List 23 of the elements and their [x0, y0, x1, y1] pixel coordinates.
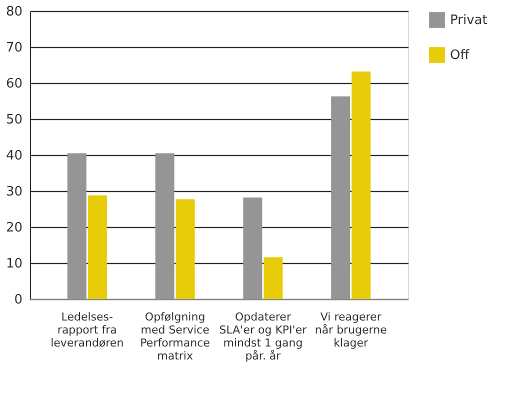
bar [88, 195, 107, 299]
y-tick-label: 60 [6, 76, 22, 92]
y-tick-label: 40 [6, 148, 22, 164]
legend-label: Off [450, 48, 470, 63]
bar [243, 197, 262, 299]
bar [264, 257, 283, 299]
x-tick-label: Ledelses- rapport fra leverandøren [50, 310, 124, 350]
y-tick-label: 80 [6, 4, 22, 20]
x-tick-label: Vi reagerer når brugerne klager [314, 310, 388, 350]
bar [352, 71, 371, 299]
y-tick-label: 50 [6, 112, 22, 128]
y-tick-label: 0 [14, 292, 22, 308]
x-tick-label: Opdaterer SLA'er og KPI'er mindst 1 gang pår. år [219, 310, 308, 362]
x-tick-label: Opfølgning med Service Performance matrix [140, 310, 210, 362]
legend-label: Privat [450, 13, 488, 28]
bar [331, 96, 350, 299]
y-tick-label: 10 [6, 256, 22, 272]
y-tick-label: 30 [6, 184, 22, 200]
y-tick-label: 20 [6, 220, 22, 236]
bar [176, 199, 195, 299]
bar [67, 153, 86, 299]
bar [155, 153, 174, 299]
y-tick-label: 70 [6, 40, 22, 56]
